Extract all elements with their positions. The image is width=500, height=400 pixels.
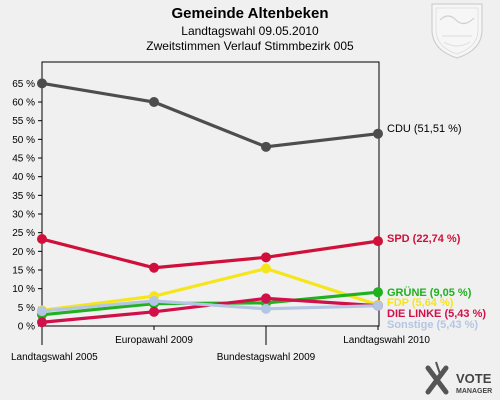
data-point	[149, 295, 159, 306]
y-axis: 0 % 5 % 10 % 15 % 20 % 25 % 30 % 35 % 40 % 45 % 50…	[12, 79, 42, 333]
series-label: CDU (51,51 %)	[387, 123, 462, 135]
series-label: DIE LINKE (5,43 %)	[387, 308, 486, 320]
logo-vote-text: VOTE	[456, 371, 492, 386]
y-tick-label: 15 %	[12, 266, 35, 277]
series-label: Sonstige (5,43 %)	[387, 319, 478, 331]
y-tick-label: 55 %	[12, 116, 35, 127]
data-point	[261, 293, 271, 304]
y-tick-label: 50 %	[12, 135, 35, 146]
data-point	[373, 128, 383, 139]
series-line-spd	[41, 237, 379, 270]
x-tick-label: Europawahl 2009	[115, 335, 193, 346]
data-point	[149, 306, 159, 317]
chart-subtitle-date: Landtagswahl 09.05.2010	[181, 24, 319, 38]
data-point	[149, 97, 159, 108]
series-line-sonstige	[41, 299, 379, 313]
series-points	[37, 78, 383, 328]
x-tick-label: Bundestagswahl 2009	[217, 352, 316, 363]
data-point	[261, 263, 271, 274]
y-tick-label: 0 %	[18, 322, 35, 333]
y-tick-label: 5 %	[18, 303, 35, 314]
y-tick-label: 65 %	[12, 79, 35, 90]
data-point	[261, 141, 271, 152]
x-axis: Landtagswahl 2005 Europawahl 2009 Bundesta…	[11, 326, 430, 363]
plot-area	[41, 61, 380, 327]
y-tick-label: 25 %	[12, 228, 35, 239]
y-tick-label: 35 %	[12, 191, 35, 202]
x-tick-label: Landtagswahl 2010	[343, 335, 430, 346]
chart-subtitle-district: Zweitstimmen Verlauf Stimmbezirk 005	[146, 39, 354, 53]
y-tick-label: 20 %	[12, 247, 35, 258]
series-line-cdu	[41, 81, 379, 149]
chart-title: Gemeinde Altenbeken	[172, 5, 329, 22]
data-point	[373, 287, 383, 298]
series-label: GRÜNE (9,05 %)	[387, 286, 472, 299]
data-point	[37, 317, 47, 328]
y-tick-label: 45 %	[12, 154, 35, 165]
data-point	[373, 300, 383, 311]
data-point	[37, 234, 47, 245]
series-label: SPD (22,74 %)	[387, 233, 461, 245]
y-tick-label: 30 %	[12, 210, 35, 221]
series-labels: CDU (51,51 %) SPD (22,74 %) FDP (5,64 %)GR…	[387, 123, 486, 331]
data-point	[149, 262, 159, 273]
coat-of-arms-icon	[431, 3, 483, 59]
data-point	[261, 303, 271, 314]
ballot-cross-icon	[425, 361, 449, 395]
series-line-grüne	[41, 290, 379, 317]
x-tick-label: Landtagswahl 2005	[11, 352, 98, 363]
series-line-fdp	[41, 266, 379, 312]
vote-manager-logo: VOTE MANAGER	[425, 361, 492, 395]
series-lines	[41, 81, 379, 324]
y-tick-label: 60 %	[12, 98, 35, 109]
logo-manager-text: MANAGER	[456, 388, 492, 395]
data-point	[37, 78, 47, 89]
y-tick-label: 40 %	[12, 172, 35, 183]
y-tick-label: 10 %	[12, 284, 35, 295]
series-label: FDP (5,64 %)	[387, 297, 454, 309]
data-point	[261, 252, 271, 263]
data-point	[37, 306, 47, 317]
data-point	[373, 236, 383, 247]
